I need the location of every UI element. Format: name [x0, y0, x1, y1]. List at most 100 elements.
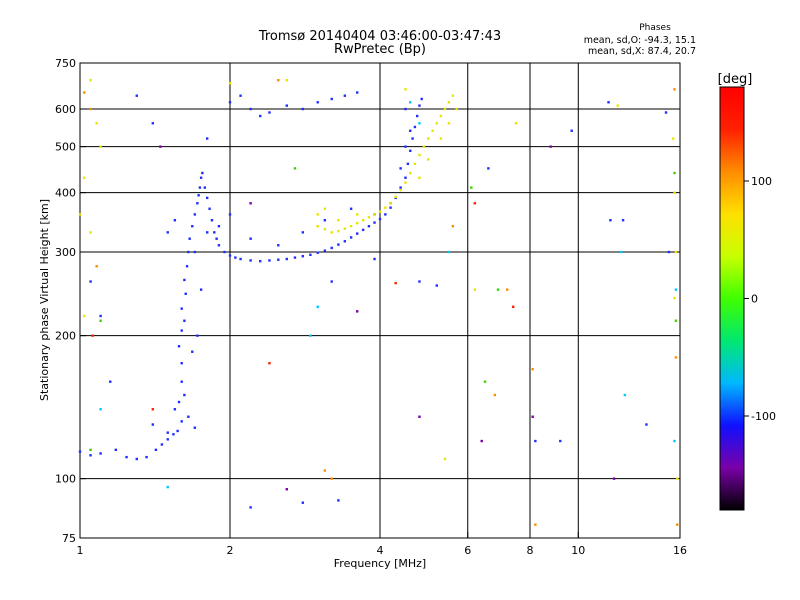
data-point	[183, 393, 186, 397]
data-point	[95, 265, 98, 268]
data-point	[409, 149, 412, 153]
data-point	[249, 237, 252, 240]
data-point	[268, 259, 271, 262]
data-point	[151, 423, 155, 426]
data-point	[623, 393, 627, 397]
data-point	[188, 237, 191, 240]
data-point	[198, 186, 202, 189]
data-point	[447, 101, 451, 104]
data-point	[172, 433, 175, 436]
data-point	[177, 345, 181, 348]
data-point	[674, 288, 678, 291]
data-point	[439, 137, 443, 140]
data-point	[109, 380, 112, 383]
data-point	[673, 191, 676, 194]
data-point	[205, 231, 209, 234]
data-point	[418, 415, 421, 418]
data-point	[373, 213, 376, 216]
data-point	[673, 439, 676, 443]
data-point	[367, 225, 371, 228]
data-point	[355, 310, 359, 313]
data-point	[674, 319, 678, 322]
data-point	[480, 439, 483, 443]
data-point	[496, 288, 500, 291]
data-point	[439, 114, 443, 118]
data-point	[367, 216, 371, 219]
colorbar: [deg] 100 0 -100	[718, 72, 776, 511]
data-point	[83, 176, 86, 179]
data-point	[673, 88, 676, 91]
data-point	[473, 288, 477, 291]
data-point	[183, 319, 186, 322]
data-point	[301, 107, 305, 111]
data-point	[316, 305, 319, 309]
data-point	[451, 225, 455, 228]
data-points	[78, 79, 679, 526]
data-point	[89, 231, 92, 234]
data-point	[355, 232, 359, 235]
data-point	[487, 167, 490, 170]
x-tick-label: 6	[464, 544, 471, 557]
data-point	[301, 254, 305, 258]
data-point	[404, 107, 407, 111]
data-point	[151, 122, 155, 125]
data-point	[470, 186, 473, 189]
data-point	[404, 176, 407, 179]
data-point	[413, 162, 417, 166]
data-point	[316, 213, 319, 216]
data-point	[193, 213, 197, 216]
data-point	[427, 137, 430, 140]
data-point	[361, 219, 365, 222]
data-point	[409, 171, 412, 175]
data-point	[180, 380, 183, 383]
data-point	[99, 408, 102, 411]
data-point	[389, 202, 392, 205]
data-point	[285, 104, 288, 107]
data-point	[559, 439, 562, 443]
data-point	[285, 257, 288, 261]
data-point	[166, 438, 169, 441]
x-tick-label: 1	[77, 544, 84, 557]
data-point	[394, 281, 397, 285]
data-point	[83, 314, 86, 318]
data-point	[176, 429, 179, 433]
data-point	[394, 195, 397, 199]
data-point	[343, 227, 347, 230]
colorbar-gradient	[719, 86, 745, 511]
data-point	[199, 176, 203, 179]
data-point	[187, 415, 190, 418]
data-point	[443, 107, 447, 111]
data-point	[160, 443, 164, 446]
data-point	[91, 334, 94, 337]
data-point	[180, 329, 183, 332]
data-point	[323, 469, 327, 472]
data-point	[217, 244, 221, 247]
data-point	[83, 91, 86, 94]
data-point	[293, 256, 297, 259]
data-point	[455, 107, 458, 111]
data-point	[534, 439, 537, 443]
chart-subtitle: RwPretec (Bp)	[334, 42, 426, 57]
data-point	[674, 356, 678, 359]
data-point	[89, 107, 92, 111]
data-point	[135, 94, 138, 97]
data-point	[316, 101, 319, 104]
data-point	[427, 158, 430, 161]
data-point	[645, 423, 648, 426]
data-point	[404, 145, 407, 148]
data-point	[323, 207, 327, 210]
data-point	[268, 362, 271, 365]
data-point	[343, 240, 347, 243]
data-point	[223, 250, 226, 254]
data-point	[355, 221, 359, 225]
data-point	[239, 257, 242, 261]
data-point	[620, 250, 623, 254]
data-point	[378, 210, 382, 213]
x-axis-label: Frequency [MHz]	[334, 557, 426, 570]
data-point	[443, 457, 447, 461]
y-tick-label: 600	[55, 103, 76, 116]
data-point	[205, 196, 209, 200]
data-point	[667, 250, 671, 254]
data-point	[208, 207, 211, 210]
data-point	[337, 499, 340, 502]
